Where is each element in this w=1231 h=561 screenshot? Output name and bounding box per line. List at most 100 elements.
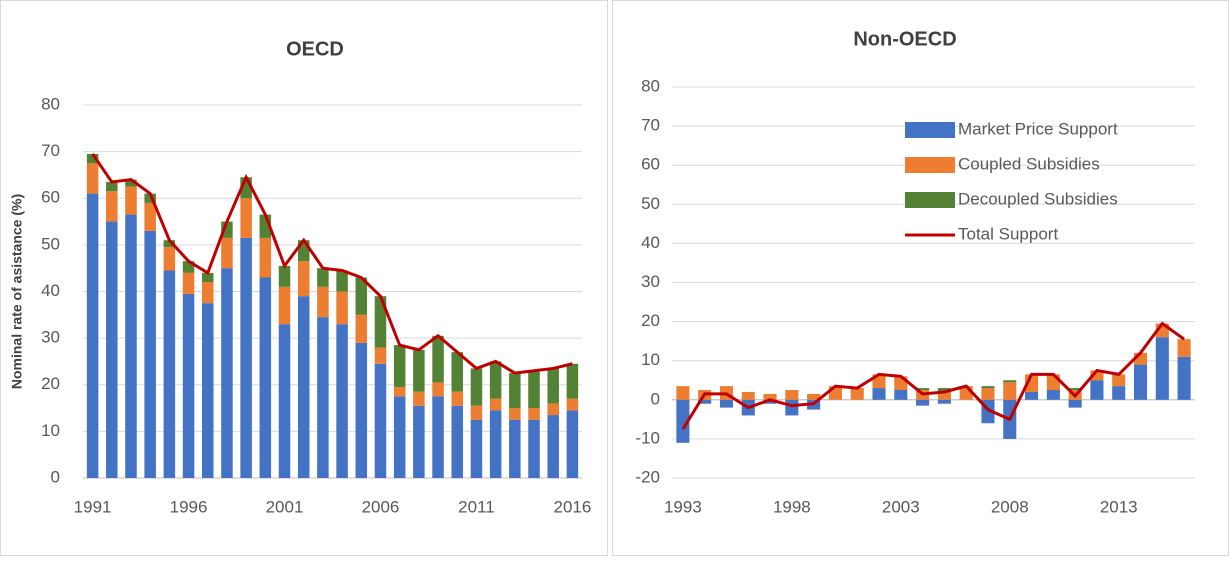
bar <box>470 405 483 420</box>
bar <box>916 388 930 391</box>
y-tick-label: 30 <box>41 328 60 347</box>
bar <box>470 419 483 478</box>
bar <box>509 373 521 409</box>
bar <box>240 237 252 478</box>
bar <box>1025 391 1039 400</box>
x-tick-label: 2003 <box>882 497 920 516</box>
y-tick-label: 40 <box>641 233 660 252</box>
bar <box>144 202 156 231</box>
bar <box>297 240 310 262</box>
legend-label: Market Price Support <box>958 119 1118 138</box>
bar <box>259 237 272 278</box>
x-tick-label: 2008 <box>991 497 1029 516</box>
x-tick-label: 2001 <box>266 497 304 516</box>
bar <box>785 399 799 416</box>
y-tick-label: 30 <box>641 272 660 291</box>
bar <box>894 390 908 400</box>
bar <box>336 324 348 478</box>
bar <box>125 179 137 187</box>
bar <box>719 399 734 408</box>
bar <box>432 382 444 397</box>
bar <box>336 291 348 325</box>
y-tick-label: 10 <box>41 421 60 440</box>
bar <box>182 272 195 294</box>
bar <box>1090 370 1104 381</box>
bar <box>355 342 368 478</box>
bar <box>1133 352 1148 365</box>
bar <box>1133 364 1148 400</box>
bar <box>566 398 579 411</box>
legend-label: Decoupled Subsidies <box>958 189 1118 208</box>
bar <box>698 399 712 404</box>
bar <box>259 277 272 478</box>
bar <box>807 393 821 400</box>
bar <box>785 390 799 400</box>
bar <box>413 405 425 478</box>
bar <box>297 261 310 297</box>
bar <box>106 221 118 478</box>
bar <box>451 352 464 392</box>
bar <box>163 270 176 478</box>
bar <box>528 370 540 409</box>
chart-title: OECD <box>286 38 344 60</box>
bar <box>1003 380 1017 383</box>
bar <box>413 391 425 406</box>
bar <box>355 314 368 343</box>
bar <box>1068 388 1082 391</box>
bar <box>763 399 777 404</box>
bar <box>1155 337 1169 400</box>
bar <box>489 398 502 411</box>
y-axis-label: Nominal rate of asistance (%) <box>9 194 25 389</box>
bar <box>393 345 406 388</box>
bar <box>297 296 310 478</box>
y-tick-label: 60 <box>41 188 60 207</box>
bar <box>201 272 214 283</box>
bar <box>489 361 502 399</box>
y-tick-label: 50 <box>641 194 660 213</box>
bar <box>937 399 951 404</box>
bar <box>566 363 579 399</box>
x-tick-label: 1998 <box>773 497 811 516</box>
bar <box>1177 356 1191 400</box>
chart-title: Non-OECD <box>853 28 956 50</box>
bar <box>374 347 387 364</box>
y-tick-label: 80 <box>641 76 660 95</box>
bar <box>163 247 176 271</box>
bar <box>937 388 951 392</box>
legend-swatch <box>905 122 955 138</box>
bar <box>432 396 444 478</box>
line <box>681 321 1185 430</box>
bar <box>1090 380 1104 400</box>
bar <box>470 368 483 406</box>
bar <box>144 193 156 203</box>
y-tick-label: 50 <box>41 234 60 253</box>
bar <box>278 265 291 287</box>
bar <box>916 399 930 406</box>
x-tick-label: 2013 <box>1100 497 1138 516</box>
x-tick-label: 1991 <box>74 497 112 516</box>
bar <box>528 408 540 420</box>
x-tick-label: 2006 <box>362 497 400 516</box>
bar <box>221 237 233 269</box>
bar <box>451 405 464 478</box>
y-tick-label: 0 <box>51 467 60 486</box>
bar <box>221 221 233 238</box>
bar <box>355 277 368 315</box>
bar <box>566 410 579 478</box>
bar <box>1177 339 1191 357</box>
bar <box>509 419 521 478</box>
y-tick-label: 80 <box>41 94 60 113</box>
bar <box>547 403 559 416</box>
panel <box>612 0 1229 556</box>
bar <box>201 303 214 478</box>
bar <box>125 186 137 215</box>
bar <box>278 324 291 478</box>
y-tick-label: 0 <box>651 389 660 408</box>
bar <box>547 415 559 478</box>
bar <box>393 396 406 478</box>
bar <box>981 386 995 389</box>
bar <box>1112 386 1126 400</box>
bar <box>317 268 329 287</box>
bar <box>393 387 406 397</box>
bar <box>240 177 252 199</box>
